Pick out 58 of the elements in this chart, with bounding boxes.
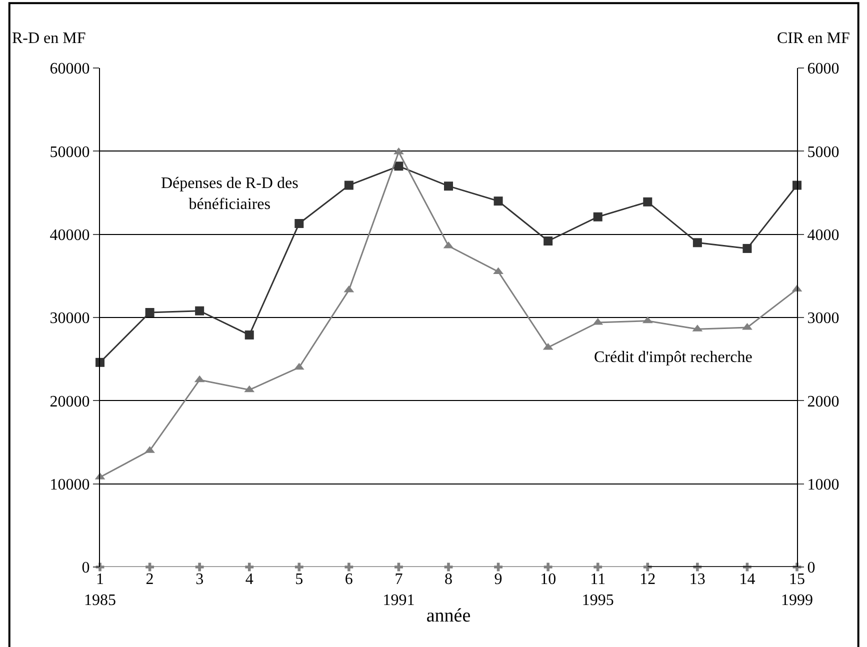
x-tick-label: 2 — [146, 571, 154, 588]
y-tick-label: 40000 — [50, 226, 90, 244]
point — [494, 562, 502, 572]
point — [594, 562, 602, 572]
point — [544, 236, 553, 246]
y2-tick-label: 6000 — [807, 60, 840, 78]
point — [344, 180, 354, 190]
point — [294, 562, 304, 572]
x-tick-label: 10 — [540, 571, 556, 588]
y-tick-label: 30000 — [50, 310, 90, 328]
point — [244, 330, 254, 340]
y-tick-label: 0 — [82, 560, 90, 577]
y2-tick-label: 1000 — [807, 476, 840, 494]
y2-tick-label: 3000 — [807, 310, 840, 328]
point — [344, 562, 354, 572]
x-tick-label: 6 — [344, 571, 353, 588]
series-label: Crédit d'impôt recherche — [594, 349, 752, 366]
point — [444, 562, 453, 572]
x-tick-label: 5 — [295, 571, 304, 588]
y2-axis-title: CIR en MF — [777, 30, 850, 47]
x-tick-label: 8 — [444, 571, 452, 588]
point — [742, 322, 752, 330]
y-tick-label: 20000 — [50, 393, 90, 410]
x-tick-label: 7 1991 — [382, 571, 415, 609]
point — [494, 196, 503, 206]
point — [692, 238, 702, 248]
point — [493, 267, 504, 274]
y2-tick-label: 4000 — [807, 226, 840, 244]
y2-tick-label: 5000 — [807, 144, 840, 161]
point — [195, 306, 204, 316]
point — [444, 182, 453, 191]
x-tick-label: 3 — [196, 571, 204, 588]
y-axis-title: R-D en MF — [12, 30, 86, 47]
x-axis-title: année — [426, 606, 471, 627]
y2-tick-label: 2000 — [807, 393, 840, 410]
point — [593, 212, 602, 222]
point — [145, 308, 154, 318]
point — [394, 162, 404, 171]
y-tick-label: 50000 — [50, 144, 90, 161]
point — [544, 562, 552, 572]
point — [643, 197, 652, 206]
series-label: Dépenses de R-D des bénéficiaires — [161, 175, 298, 213]
x-tick-label: 4 — [245, 571, 254, 588]
point — [146, 562, 154, 572]
x-tick-label: 9 — [494, 571, 502, 588]
x-tick-label: 14 — [739, 571, 756, 588]
x-tick-label: 11 1995 — [582, 571, 614, 609]
x-tick-label: 13 — [689, 571, 706, 588]
point — [742, 244, 752, 253]
y-tick-label: 60000 — [50, 60, 90, 78]
point — [394, 562, 403, 572]
point — [294, 219, 304, 228]
y2-tick-label: 0 — [807, 560, 816, 577]
x-tick-label: 12 — [640, 571, 656, 588]
y-tick-label: 10000 — [50, 476, 90, 494]
point — [195, 562, 204, 572]
point — [643, 562, 652, 572]
point — [245, 562, 254, 572]
